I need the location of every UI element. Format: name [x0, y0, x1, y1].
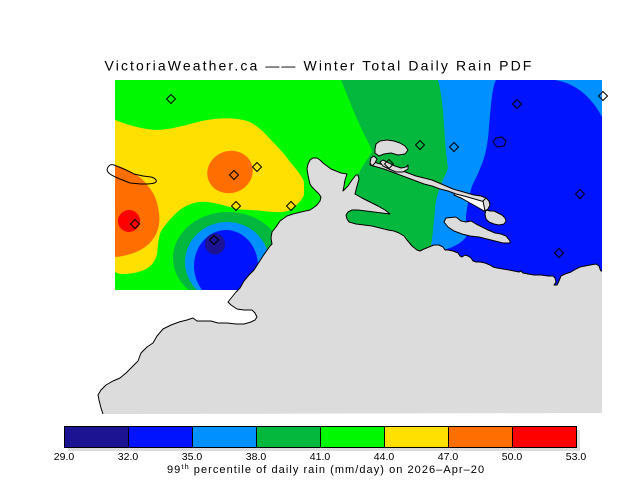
svg-text:35.0: 35.0: [182, 451, 203, 463]
svg-text:47.0: 47.0: [438, 451, 459, 463]
svg-text:50.0: 50.0: [502, 451, 523, 463]
svg-text:29.0: 29.0: [54, 451, 75, 463]
svg-text:99th percentile of daily rain: 99th percentile of daily rain (mm/day) o…: [167, 462, 485, 476]
svg-text:53.0: 53.0: [566, 451, 587, 463]
svg-text:VictoriaWeather.ca —— Winter T: VictoriaWeather.ca —— Winter Total Daily…: [105, 58, 534, 74]
svg-text:32.0: 32.0: [118, 451, 139, 463]
svg-text:41.0: 41.0: [310, 451, 331, 463]
svg-text:38.0: 38.0: [246, 451, 267, 463]
svg-text:44.0: 44.0: [374, 451, 395, 463]
